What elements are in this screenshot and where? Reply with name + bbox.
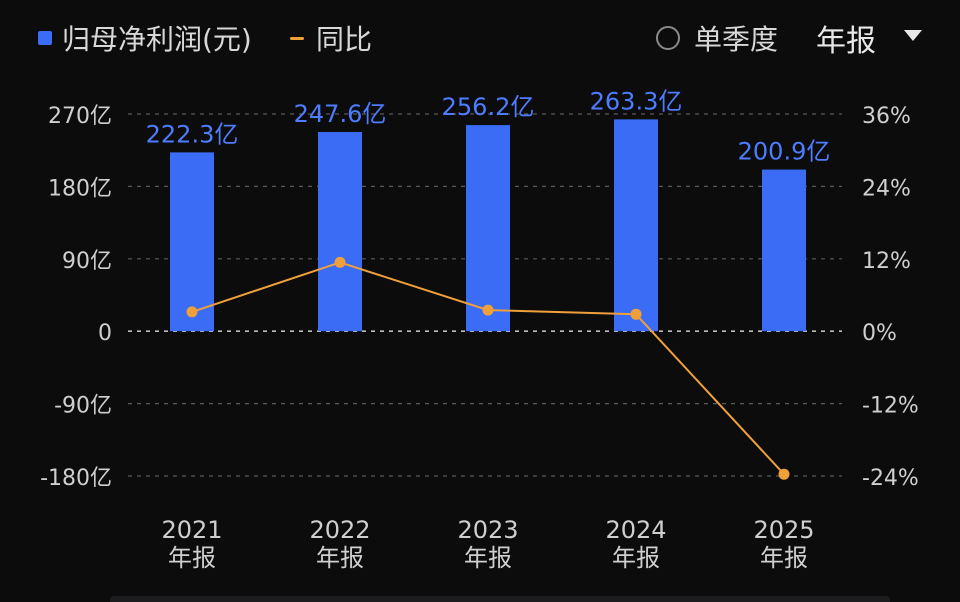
bar-data-label: 200.9亿 <box>738 138 831 166</box>
single-quarter-label: 单季度 <box>694 23 779 56</box>
yoy-point <box>186 306 198 318</box>
right-axis-tick-label: 24% <box>862 176 911 201</box>
x-axis-year-label: 2021 <box>161 516 222 544</box>
bar <box>170 152 214 332</box>
left-axis-tick-label: -90亿 <box>54 394 112 419</box>
bar-data-label: 256.2亿 <box>442 93 535 121</box>
legend-yoy-label: 同比 <box>316 23 373 56</box>
yoy-point <box>630 308 642 320</box>
legend-yoy[interactable]: 同比 <box>290 18 372 58</box>
x-axis-period-label: 年报 <box>464 544 512 572</box>
yoy-point <box>334 256 346 268</box>
right-axis-tick-label: 12% <box>862 249 911 274</box>
x-axis-year-label: 2024 <box>605 516 666 544</box>
legend-bar-swatch-icon <box>38 31 52 45</box>
bottom-scroll-bar <box>110 596 890 602</box>
legend-line-swatch-icon <box>290 36 304 40</box>
bar <box>466 125 510 332</box>
left-axis-tick-label: 270亿 <box>48 104 112 129</box>
radio-icon[interactable] <box>656 26 680 50</box>
bar-data-label: 247.6亿 <box>294 100 387 128</box>
left-axis-tick-label: -180亿 <box>40 466 112 491</box>
x-axis-period-label: 年报 <box>168 544 216 572</box>
x-axis-year-label: 2023 <box>457 516 518 544</box>
x-axis-period-label: 年报 <box>316 544 364 572</box>
bar <box>614 119 658 332</box>
yoy-point <box>482 304 494 316</box>
right-axis-tick-label: 36% <box>862 104 911 129</box>
bar <box>318 132 362 332</box>
legend-net-profit[interactable]: 归母净利润(元) <box>38 18 252 58</box>
left-axis-tick-label: 0 <box>98 321 112 346</box>
bar <box>762 169 806 332</box>
left-axis-tick-label: 180亿 <box>48 176 112 201</box>
right-axis-tick-label: 0% <box>862 321 897 346</box>
right-axis-tick-label: -24% <box>862 466 919 491</box>
legend-net-profit-label: 归母净利润(元) <box>62 23 252 56</box>
yoy-point <box>778 468 790 480</box>
period-select[interactable]: 年报 <box>816 16 922 60</box>
caret-down-icon[interactable] <box>904 29 922 41</box>
period-select-value: 年报 <box>816 24 876 59</box>
single-quarter-toggle[interactable]: 单季度 <box>656 18 778 58</box>
bar-data-label: 222.3亿 <box>146 120 239 148</box>
x-axis-period-label: 年报 <box>760 544 808 572</box>
x-axis-year-label: 2022 <box>309 516 370 544</box>
bar-data-label: 263.3亿 <box>590 87 683 115</box>
left-axis-tick-label: 90亿 <box>62 249 112 274</box>
x-axis-period-label: 年报 <box>612 544 660 572</box>
chart-header: 归母净利润(元) 同比 单季度 年报 <box>0 0 960 74</box>
x-axis-year-label: 2025 <box>753 516 814 544</box>
right-axis-tick-label: -12% <box>862 394 919 419</box>
